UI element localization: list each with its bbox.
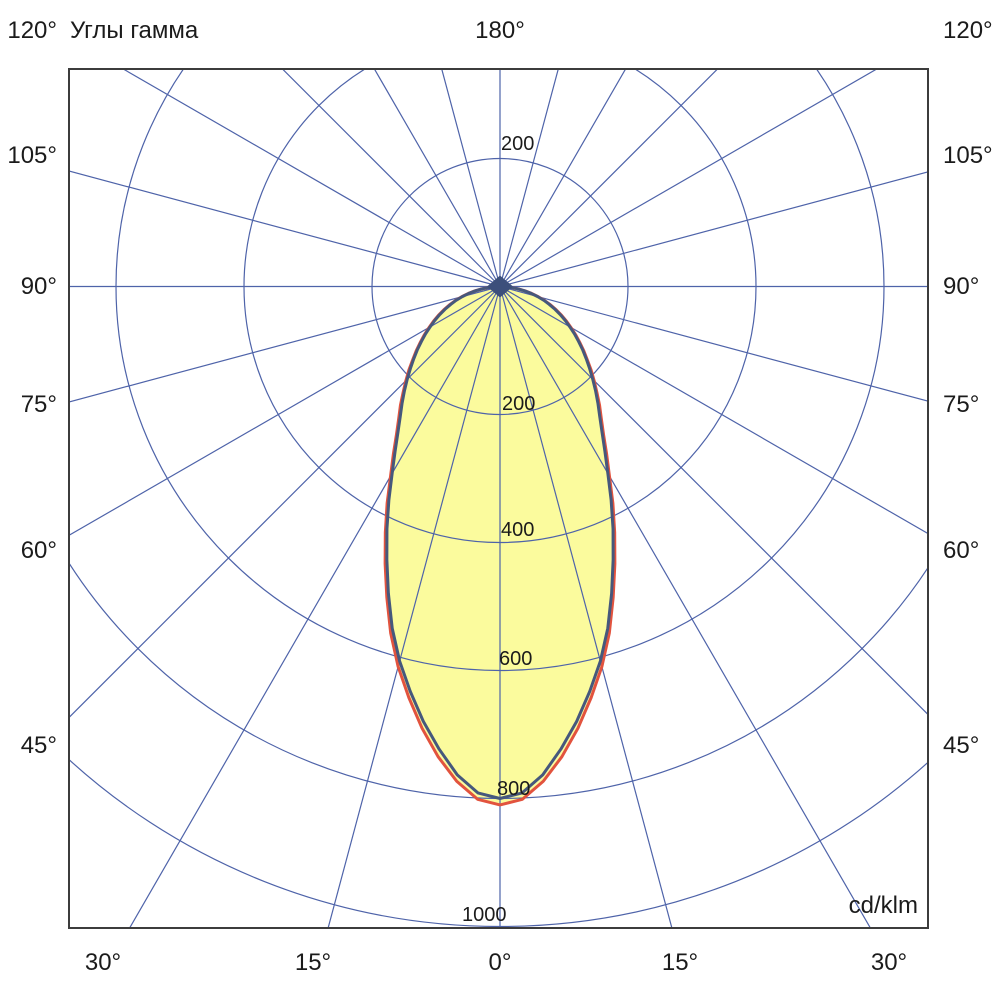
r-tick-label-2: 400 bbox=[501, 519, 534, 541]
angle-label-right-60: 60° bbox=[943, 537, 980, 564]
r-tick-label-5: 1000 bbox=[462, 904, 507, 926]
grid-ray-60 bbox=[499, 285, 928, 535]
r-tick-label-0: 200 bbox=[501, 133, 534, 155]
angle-label-bottom-2: 0° bbox=[488, 949, 512, 976]
grid-ray-210 bbox=[373, 69, 501, 287]
grid-ray-255 bbox=[69, 170, 501, 288]
grid-ray-15 bbox=[499, 286, 673, 928]
angle-label-left-90: 90° bbox=[20, 273, 57, 300]
top-angle-label-180: 180° bbox=[475, 17, 525, 44]
grid-ray-225 bbox=[281, 69, 501, 287]
grid-ray-330 bbox=[128, 286, 501, 928]
grid-ray-135 bbox=[499, 69, 719, 287]
grid-ray-75 bbox=[499, 285, 928, 402]
angle-label-right-120: 120° bbox=[943, 17, 993, 44]
angle-label-left-60: 60° bbox=[20, 537, 57, 564]
r-tick-label-4: 800 bbox=[497, 778, 530, 800]
grid-ray-165 bbox=[499, 69, 559, 287]
beam-curve-C0-C180 bbox=[385, 285, 615, 800]
grid-ray-285 bbox=[69, 285, 501, 403]
grid-ray-345 bbox=[327, 286, 501, 928]
grid-ray-30 bbox=[499, 286, 872, 928]
angle-label-right-90: 90° bbox=[943, 273, 980, 300]
angle-label-bottom-0: 30° bbox=[84, 949, 122, 976]
grid-ray-105 bbox=[499, 171, 928, 288]
angle-label-right-105: 105° bbox=[943, 142, 993, 169]
angle-label-bottom-4: 30° bbox=[870, 949, 908, 976]
angle-label-right-75: 75° bbox=[943, 391, 980, 418]
angle-label-left-105: 105° bbox=[7, 142, 57, 169]
grid-ray-150 bbox=[499, 69, 627, 287]
angle-label-left-45: 45° bbox=[20, 732, 57, 759]
r-tick-label-1: 200 bbox=[502, 393, 535, 415]
r-tick-label-3: 600 bbox=[499, 648, 532, 670]
grid-ray-300 bbox=[69, 285, 501, 537]
plot-border bbox=[68, 68, 929, 929]
center-marker bbox=[487, 275, 513, 298]
grid-ray-195 bbox=[441, 69, 501, 287]
unit-label: cd/klm bbox=[848, 892, 918, 919]
angle-label-bottom-1: 15° bbox=[294, 949, 332, 976]
grid-ray-45 bbox=[499, 286, 928, 716]
angle-label-left-75: 75° bbox=[20, 391, 57, 418]
grid-ray-120 bbox=[499, 69, 878, 288]
angle-label-left-120: 120° bbox=[7, 17, 57, 44]
angle-label-bottom-3: 15° bbox=[661, 949, 699, 976]
angle-label-right-45: 45° bbox=[943, 732, 980, 759]
grid-ray-315 bbox=[69, 286, 501, 719]
grid-ray-240 bbox=[122, 69, 501, 288]
chart-title: Углы гамма bbox=[70, 17, 199, 44]
